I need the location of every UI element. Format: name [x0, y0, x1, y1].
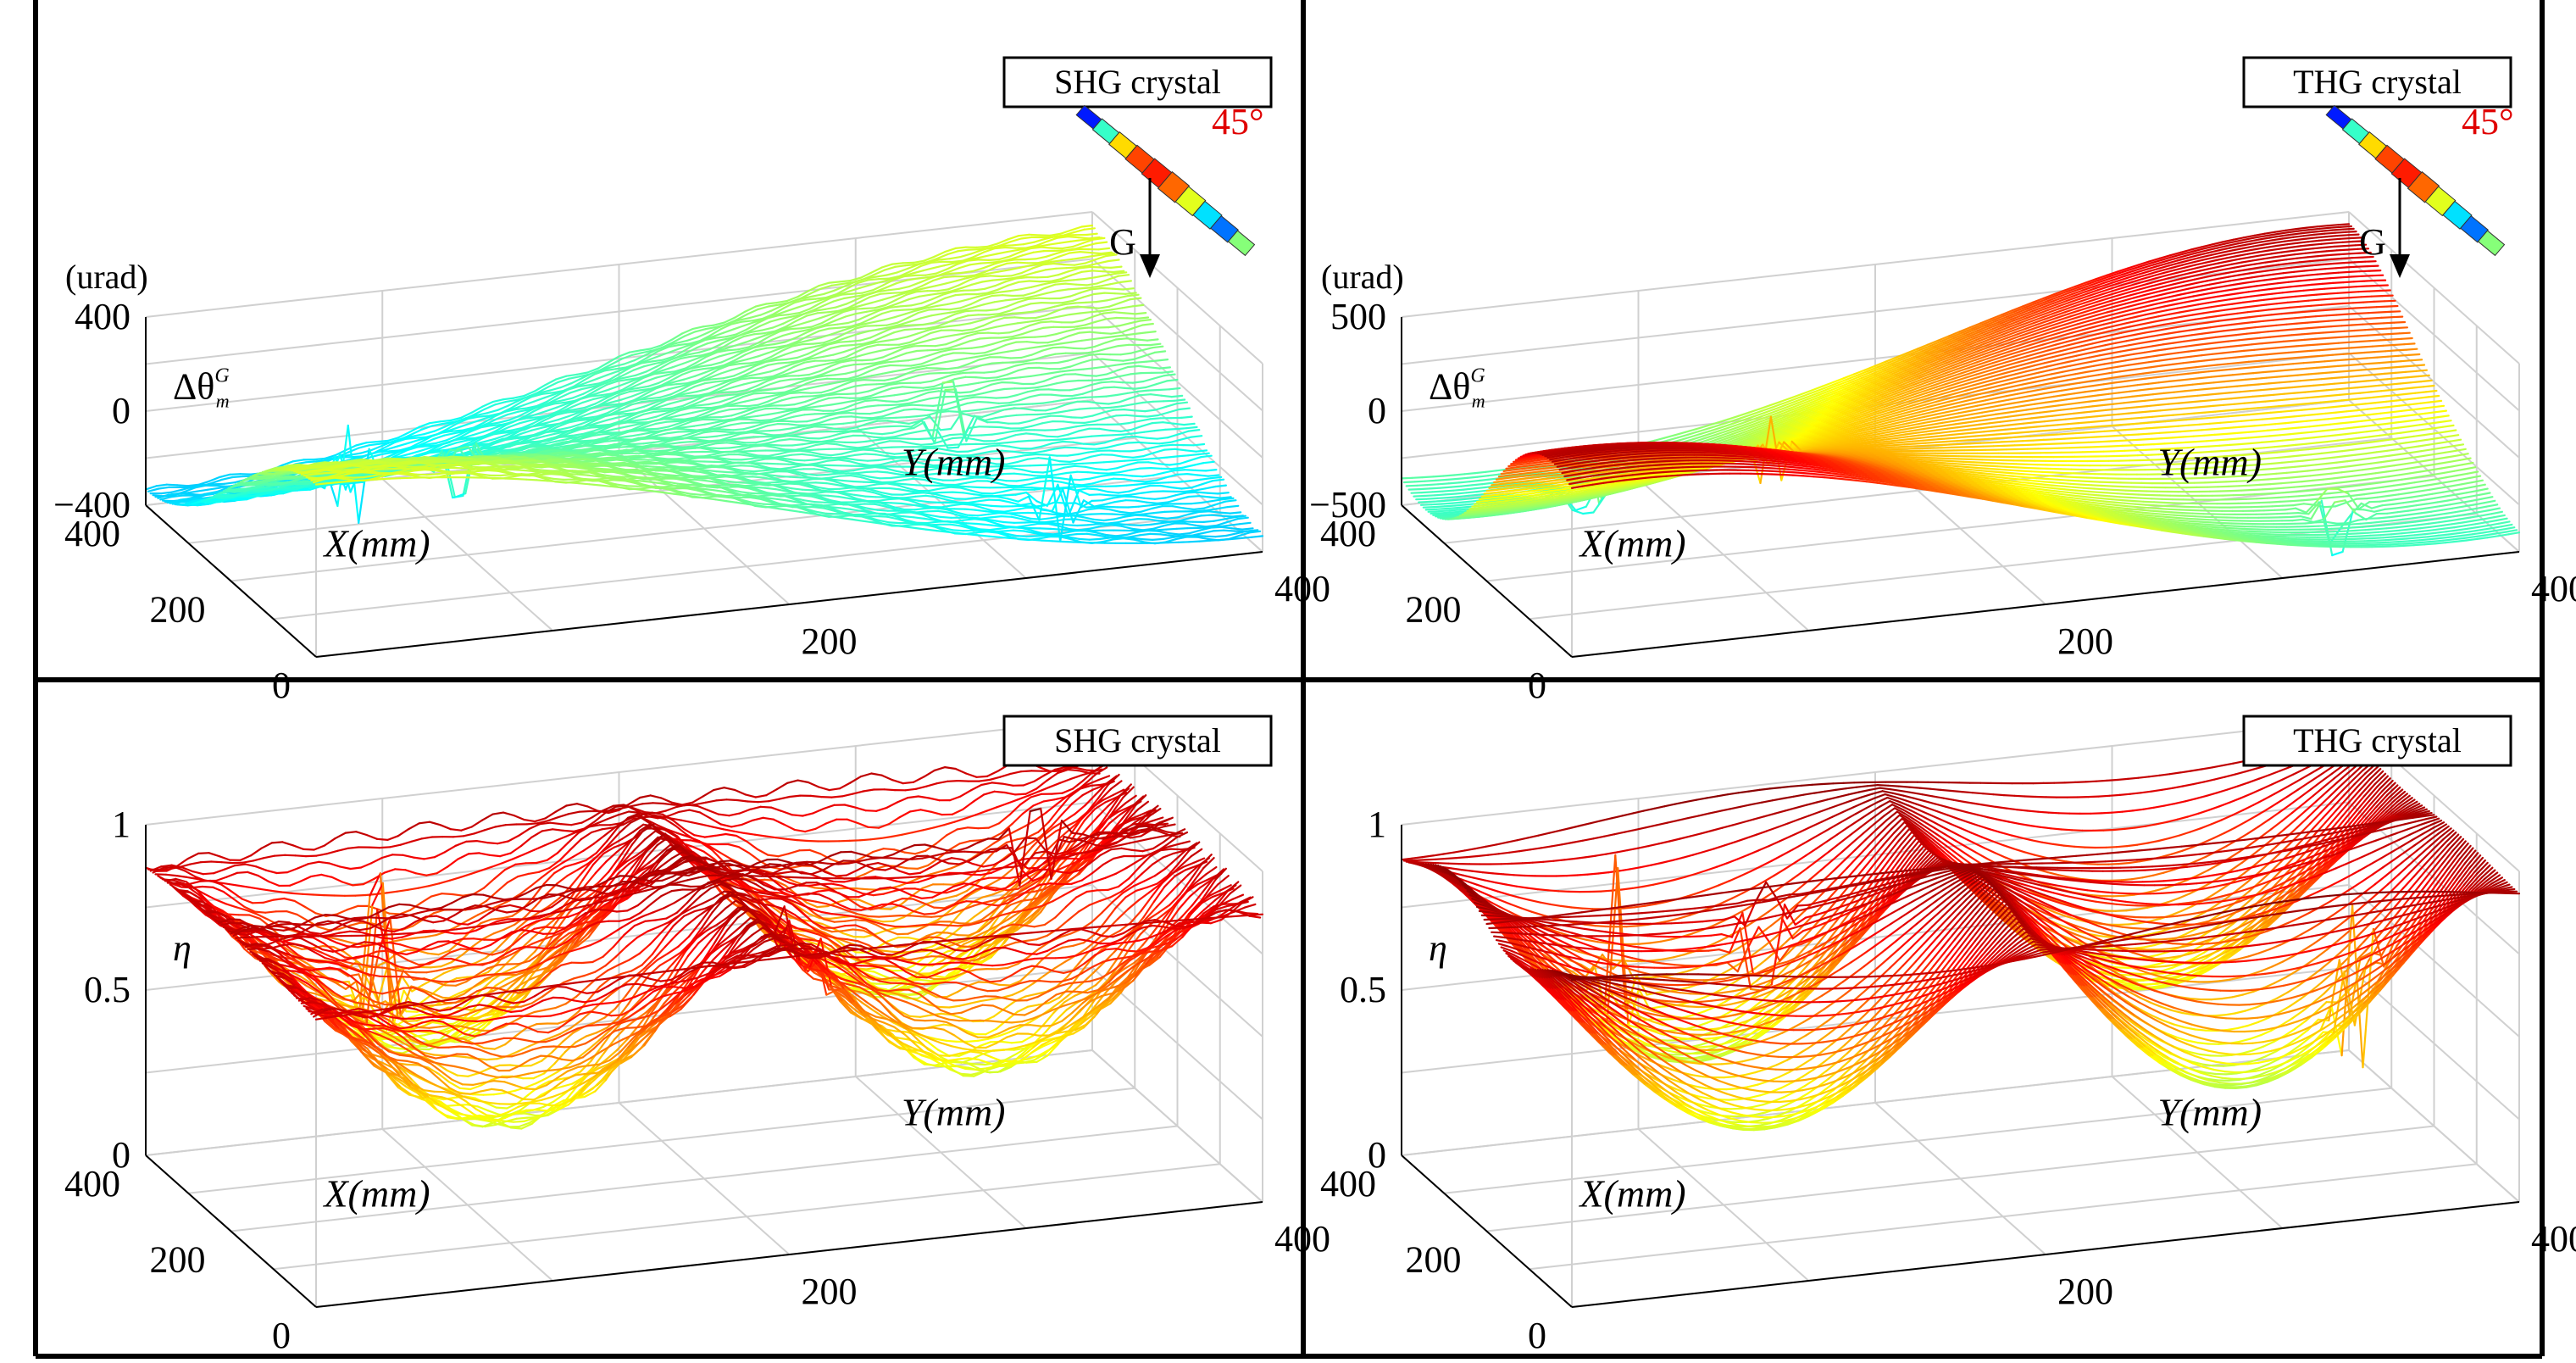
z-unit-label: (urad) [65, 258, 148, 296]
y-tick-label: 200 [802, 620, 858, 662]
x-tick-label: 0 [272, 665, 291, 706]
label-box-text: SHG crystal [1054, 721, 1221, 759]
y-axis-title: Y(mm) [902, 441, 1006, 484]
x-tick-label: 400 [64, 1163, 120, 1204]
figure-frame [33, 0, 2545, 1359]
z-axis-label: ΔθG m [173, 364, 230, 411]
z-tick-label: 0 [1368, 390, 1386, 431]
label-box [1002, 56, 1273, 108]
x-tick-label: 0 [1528, 1315, 1546, 1356]
surface-mesh [1400, 223, 2521, 557]
x-axis-line [1401, 1154, 1573, 1308]
z-tick-label: −500 [1309, 484, 1386, 526]
y-tick-label: 200 [2057, 1271, 2113, 1312]
x-axis-title: X(mm) [322, 522, 430, 565]
label-box [2242, 56, 2512, 108]
x-tick-label: 0 [1528, 665, 1546, 706]
axes [145, 317, 1263, 658]
y-axis-line [1571, 551, 2520, 658]
y-axis-title: Y(mm) [2157, 441, 2262, 484]
surface-mesh [1400, 736, 2521, 1132]
z-tick-label: 400 [75, 296, 130, 337]
z-tick-label: 0 [112, 390, 130, 431]
z-tick-label: 0.5 [84, 969, 130, 1010]
x-tick-label: 200 [150, 589, 206, 631]
x-axis-title: X(mm) [322, 1172, 430, 1216]
z-unit-label: (urad) [1321, 258, 1404, 296]
x-axis-line [145, 1154, 317, 1308]
label-box [1002, 715, 1273, 767]
y-axis-title: Y(mm) [2157, 1091, 2262, 1134]
y-axis-line [315, 1201, 1263, 1308]
x-axis-line [145, 504, 317, 658]
y-tick-label: 200 [2057, 620, 2113, 662]
x-tick-label: 0 [272, 1315, 291, 1356]
axes [1401, 317, 2520, 658]
z-tick-label: 1 [1368, 804, 1386, 845]
z-axis-label: η [1429, 927, 1447, 969]
crystal-inset-icon: G 45° [2325, 101, 2514, 278]
x-axis-title: X(mm) [1578, 522, 1685, 565]
surface-mesh [144, 754, 1264, 1130]
z-tick-label: 1 [112, 804, 130, 845]
x-tick-label: 400 [1320, 513, 1376, 554]
surface-mesh [144, 224, 1264, 545]
y-axis-line [1571, 1201, 2520, 1308]
axes [145, 825, 1263, 1308]
gravity-label: G [2359, 221, 2386, 263]
gravity-label: G [1109, 221, 1136, 263]
z-tick-label: −400 [53, 484, 130, 526]
gravity-arrow-head [2390, 254, 2410, 278]
x-tick-label: 200 [1406, 589, 1462, 631]
label-box [2242, 715, 2512, 767]
y-axis-line [315, 551, 1263, 658]
z-tick-label: 0 [1368, 1134, 1386, 1176]
z-axis-label: ΔθG m [1429, 364, 1485, 411]
z-tick-label: 500 [1330, 296, 1386, 337]
chart-panel-bottom-right: 1 0.5 0 η 400 200 0 200 400 X(mm) Y(mm) THG crystal [1320, 715, 2576, 1356]
y-tick-label: 200 [802, 1271, 858, 1312]
label-box-text: THG crystal [2293, 63, 2462, 101]
axes [1401, 825, 2520, 1308]
crystal-inset-icon: G 45° [1075, 101, 1264, 278]
x-tick-label: 200 [150, 1239, 206, 1281]
tilt-angle-label: 45° [2462, 101, 2514, 142]
z-tick-label: 0 [112, 1134, 130, 1176]
x-tick-label: 400 [1320, 1163, 1376, 1204]
z-axis-label: η [173, 927, 192, 969]
gravity-arrow-head [1140, 254, 1160, 278]
y-tick-label: 400 [2531, 1218, 2576, 1260]
z-tick-label: 0.5 [1340, 969, 1386, 1010]
x-axis-title: X(mm) [1578, 1172, 1685, 1216]
y-tick-label: 400 [2531, 568, 2576, 609]
axis-labels: 1 0.5 0 η 400 200 0 200 400 X(mm) Y(mm) [1320, 804, 2576, 1356]
y-axis-title: Y(mm) [902, 1091, 1006, 1134]
label-box-text: THG crystal [2293, 721, 2462, 759]
tilt-angle-label: 45° [1212, 101, 1264, 142]
x-tick-label: 200 [1406, 1239, 1462, 1281]
x-axis-line [1401, 504, 1573, 658]
x-tick-label: 400 [64, 513, 120, 554]
label-box-text: SHG crystal [1054, 63, 1221, 101]
